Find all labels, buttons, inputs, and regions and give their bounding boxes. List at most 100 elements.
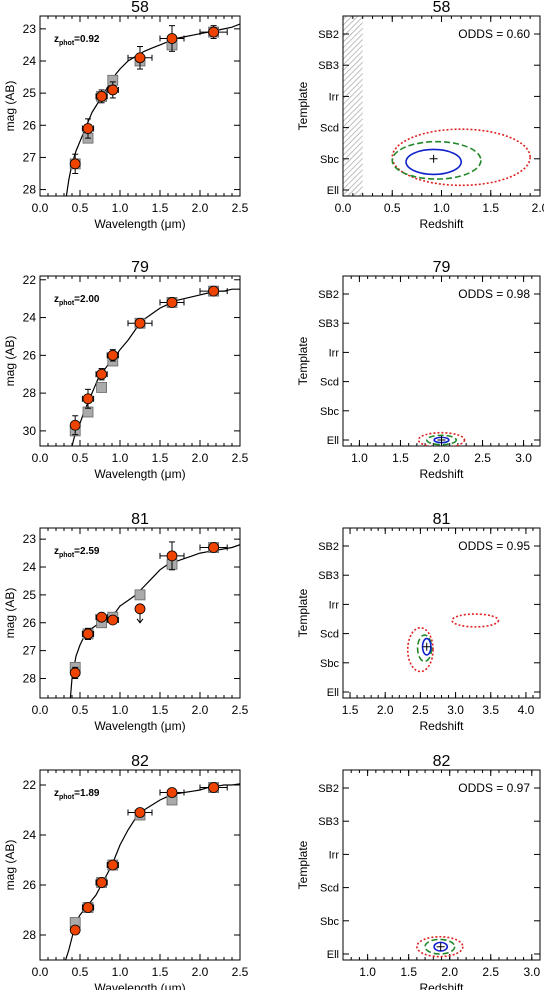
x-axis-label: Redshift xyxy=(419,981,464,990)
excluded-region xyxy=(343,16,363,196)
observed-flux-point xyxy=(134,317,146,329)
plot-frame xyxy=(342,275,541,447)
y-tick-label: 22 xyxy=(23,778,37,792)
x-tick-label: 0.5 xyxy=(72,201,89,215)
template-label: Irr xyxy=(329,849,340,861)
y-tick-label: 22 xyxy=(23,273,37,287)
zt-panel-81: 81 1.5 2.0 2.5 3.0 3.5 4.0 SB2 SB3 Irr Scd Sbc Ell Re… xyxy=(296,511,541,733)
x-axis-label: Redshift xyxy=(419,719,464,733)
observed-flux-point xyxy=(208,26,220,38)
x-tick-label: 0.0 xyxy=(32,703,49,717)
observed-flux-point xyxy=(96,611,107,623)
odds-label: ODDS = 0.95 xyxy=(458,539,530,553)
plot-area xyxy=(69,285,240,446)
odds-label: ODDS = 0.97 xyxy=(458,781,530,795)
x-tick-label: 2.0 xyxy=(192,201,209,215)
y-axis-label: Template xyxy=(296,81,310,130)
x-tick-label: 0.5 xyxy=(384,201,401,215)
template-label: Scd xyxy=(320,629,339,641)
x-tick-label: 3.5 xyxy=(482,703,499,717)
best-fit-marker xyxy=(429,154,438,163)
x-tick-label: 2.5 xyxy=(232,451,249,465)
probability-contour-middle xyxy=(391,140,482,180)
template-label: SB3 xyxy=(318,816,339,828)
x-tick-label: 1.0 xyxy=(112,451,129,465)
probability-contour-inner xyxy=(433,941,449,952)
template-label: SB2 xyxy=(318,29,339,41)
observed-flux-point xyxy=(107,859,119,871)
x-tick-label: 2.5 xyxy=(412,703,429,717)
observed-flux-point xyxy=(69,924,81,936)
template-label: Sbc xyxy=(320,406,339,418)
template-label: Sbc xyxy=(320,658,339,670)
zt-panel-82: 82 1.0 1.5 2.0 2.5 3.0 SB2 SB3 Irr Scd Sbc Ell Redsh… xyxy=(296,753,541,990)
x-tick-label: 2.5 xyxy=(232,703,249,717)
panel-title: 79 xyxy=(131,259,149,276)
observed-flux-point xyxy=(69,158,81,170)
x-tick-label: 0.0 xyxy=(335,201,352,215)
observed-flux-point xyxy=(208,285,220,297)
x-axis-label: Wavelength (μm) xyxy=(94,217,185,231)
probability-contour-outer xyxy=(391,128,531,187)
y-axis-label: mag (AB) xyxy=(3,81,17,132)
x-tick-label: 2.5 xyxy=(482,965,499,979)
probability-contour-outer xyxy=(416,935,464,958)
y-tick-label: 28 xyxy=(23,671,37,685)
y-tick-label: 23 xyxy=(23,532,37,546)
observed-flux-point xyxy=(134,52,146,64)
observed-flux-point xyxy=(96,90,107,102)
x-tick-label: 2.5 xyxy=(474,451,491,465)
y-tick-label: 26 xyxy=(23,616,37,630)
observed-flux-point xyxy=(166,33,178,44)
x-tick-label: 2.0 xyxy=(192,451,209,465)
y-tick-label: 24 xyxy=(23,311,37,325)
x-tick-label: 4.0 xyxy=(518,703,535,717)
plot-frame xyxy=(342,527,541,699)
x-tick-label: 1.0 xyxy=(112,703,129,717)
x-tick-label: 1.5 xyxy=(392,451,409,465)
template-label: Sbc xyxy=(320,916,339,928)
probability-contour-middle xyxy=(425,434,458,446)
x-tick-label: 0.5 xyxy=(72,451,89,465)
y-tick-label: 24 xyxy=(23,560,37,574)
y-tick-label: 25 xyxy=(23,86,37,100)
zphot-value: =1.89 xyxy=(74,788,100,799)
probability-contour-inner xyxy=(421,637,432,656)
panel-title: 58 xyxy=(433,0,451,16)
plot-area xyxy=(391,128,531,187)
x-tick-label: 0.5 xyxy=(72,965,89,979)
x-tick-label: 2.0 xyxy=(192,703,209,717)
y-tick-label: 25 xyxy=(23,588,37,602)
x-tick-label: 1.5 xyxy=(342,703,359,717)
plot-frame xyxy=(39,275,241,447)
template-label: SB3 xyxy=(318,570,339,582)
y-tick-label: 28 xyxy=(23,183,37,197)
panel-title: 81 xyxy=(433,511,451,528)
x-tick-label: 3.0 xyxy=(523,965,540,979)
plot-area xyxy=(65,23,240,196)
plot-frame xyxy=(39,769,241,961)
template-label: SB2 xyxy=(318,541,339,553)
template-label: SB2 xyxy=(318,783,339,795)
x-tick-label: 1.5 xyxy=(152,201,169,215)
y-axis-label: Template xyxy=(296,588,310,637)
x-axis-label: Redshift xyxy=(419,467,464,481)
zphot-symbol: z xyxy=(54,34,59,45)
odds-label: ODDS = 0.60 xyxy=(458,27,530,41)
model-sed-line xyxy=(65,783,240,960)
template-label: SB3 xyxy=(318,318,339,330)
panel-title: 58 xyxy=(131,0,149,16)
zphot-annotation: zphot=1.89 xyxy=(54,788,100,801)
y-tick-label: 26 xyxy=(23,348,37,362)
x-tick-label: 1.5 xyxy=(152,451,169,465)
x-tick-label: 1.5 xyxy=(152,965,169,979)
odds-label: ODDS = 0.98 xyxy=(458,287,530,301)
zphot-value: =2.59 xyxy=(74,546,100,557)
observed-flux-point xyxy=(208,782,220,793)
x-tick-label: 2.0 xyxy=(433,451,450,465)
plot-frame xyxy=(342,769,541,961)
model-sed-line xyxy=(69,544,240,698)
best-fit-marker xyxy=(436,942,445,951)
y-tick-label: 28 xyxy=(23,928,37,942)
